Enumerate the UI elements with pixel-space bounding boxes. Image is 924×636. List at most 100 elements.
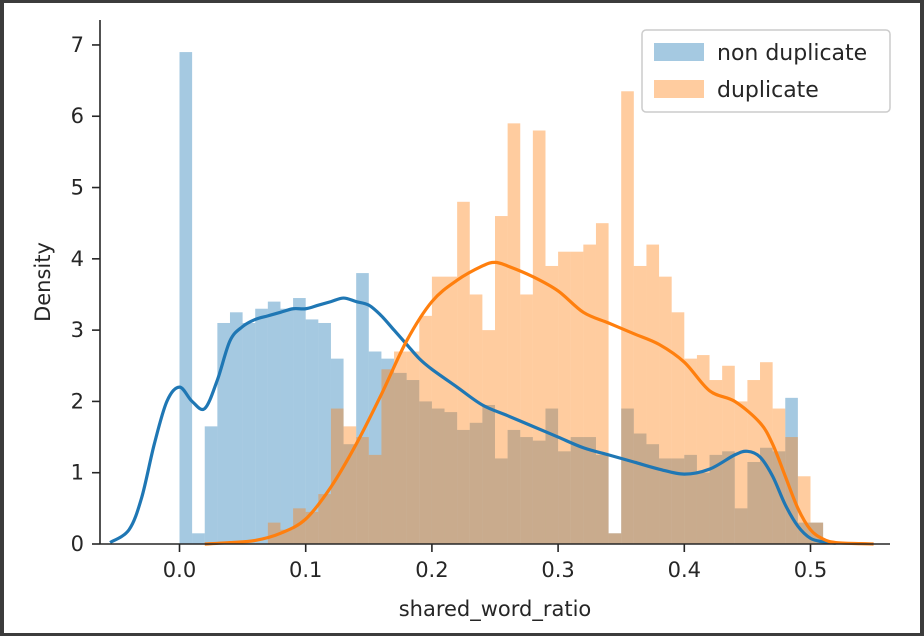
bar-duplicate xyxy=(532,130,546,544)
bar-non-duplicate xyxy=(406,380,420,544)
bar-duplicate xyxy=(444,276,458,544)
bar-non-duplicate xyxy=(608,533,622,544)
bar-non-duplicate xyxy=(457,429,470,544)
y-tick-label: 3 xyxy=(71,318,84,342)
bar-duplicate xyxy=(507,123,521,545)
kde-line-duplicate xyxy=(204,260,874,546)
legend-swatch-duplicate xyxy=(654,80,704,98)
y-tick-label: 6 xyxy=(71,104,84,128)
bar-duplicate xyxy=(709,380,723,544)
bar-duplicate xyxy=(545,265,559,544)
bar-non-duplicate xyxy=(255,308,268,544)
bar-duplicate xyxy=(633,265,647,544)
kde-line-non-duplicate xyxy=(109,296,836,545)
y-tick-label: 7 xyxy=(71,33,84,57)
bar-non-duplicate xyxy=(192,533,205,544)
bar-duplicate xyxy=(772,408,786,544)
y-tick-label: 4 xyxy=(71,247,84,271)
bar-duplicate xyxy=(646,244,660,544)
bar-non-duplicate xyxy=(267,301,281,544)
bar-non-duplicate xyxy=(532,440,546,544)
bar-duplicate xyxy=(469,294,483,544)
bar-non-duplicate xyxy=(507,429,521,544)
bar-non-duplicate xyxy=(621,408,634,544)
x-tick-label: 0.2 xyxy=(415,558,448,582)
bar-duplicate xyxy=(659,276,672,544)
bar-duplicate xyxy=(431,276,445,544)
bar-duplicate xyxy=(381,369,395,544)
bar-duplicate xyxy=(368,454,382,544)
bar-duplicate xyxy=(747,380,761,544)
bar-duplicate xyxy=(608,533,622,544)
legend-label-non-duplicate: non duplicate xyxy=(717,41,867,66)
bar-non-duplicate xyxy=(179,52,193,544)
bar-non-duplicate xyxy=(242,322,256,544)
bar-duplicate xyxy=(684,358,697,544)
bar-non-duplicate xyxy=(343,444,357,544)
bar-duplicate xyxy=(621,91,634,544)
bar-non-duplicate xyxy=(431,408,445,544)
bar-non-duplicate xyxy=(545,408,559,544)
bar-non-duplicate xyxy=(583,437,596,544)
bar-duplicate xyxy=(671,312,685,544)
bar-duplicate xyxy=(520,294,533,544)
bar-non-duplicate xyxy=(709,454,723,544)
bar-duplicate xyxy=(267,522,281,544)
bar-duplicate xyxy=(457,201,470,545)
bar-non-duplicate xyxy=(595,454,609,544)
bar-non-duplicate xyxy=(469,422,483,544)
bar-duplicate xyxy=(406,351,420,544)
bar-duplicate xyxy=(495,216,508,545)
bar-duplicate xyxy=(734,401,748,544)
bar-non-duplicate xyxy=(419,401,432,544)
bar-non-duplicate xyxy=(330,358,344,544)
bar-duplicate xyxy=(318,494,331,544)
bar-non-duplicate xyxy=(671,458,685,544)
bar-duplicate xyxy=(305,511,319,544)
bar-duplicate xyxy=(696,355,710,544)
y-tick-label: 0 xyxy=(71,532,84,556)
bar-non-duplicate xyxy=(659,458,672,544)
bar-non-duplicate xyxy=(229,312,243,544)
y-tick-label: 2 xyxy=(71,389,84,413)
bar-duplicate xyxy=(595,223,609,544)
y-tick-label: 1 xyxy=(71,461,84,485)
bar-non-duplicate xyxy=(558,451,571,544)
bar-non-duplicate xyxy=(722,451,735,544)
bar-non-duplicate xyxy=(381,358,395,544)
bar-duplicate xyxy=(583,244,596,544)
x-tick-label: 0.0 xyxy=(163,558,196,582)
bar-duplicate xyxy=(760,362,773,544)
bar-duplicate xyxy=(356,437,369,544)
x-axis-label: shared_word_ratio xyxy=(399,597,592,622)
bar-duplicate xyxy=(419,315,432,544)
bar-non-duplicate xyxy=(204,426,218,544)
bar-non-duplicate xyxy=(356,273,369,544)
bar-non-duplicate xyxy=(570,437,584,544)
bar-duplicate xyxy=(482,330,495,544)
kde-layer xyxy=(109,260,874,546)
bar-non-duplicate xyxy=(772,451,786,544)
bar-non-duplicate xyxy=(217,322,230,544)
legend-box xyxy=(641,29,891,113)
bar-duplicate xyxy=(558,251,571,544)
bar-non-duplicate xyxy=(318,322,331,544)
bar-duplicate xyxy=(722,365,735,544)
bar-non-duplicate xyxy=(684,454,697,544)
bar-non-duplicate xyxy=(747,462,761,544)
axes-layer: 0.0 0.1 0.2 0.3 0.4 0.5 0 1 2 3 4 5 6 7 xyxy=(71,20,890,582)
bar-non-duplicate xyxy=(444,412,458,544)
y-axis-label: Density xyxy=(31,242,55,322)
bar-non-duplicate xyxy=(482,404,495,544)
bar-non-duplicate xyxy=(696,472,710,544)
x-tick-label: 0.5 xyxy=(794,558,827,582)
bar-non-duplicate xyxy=(293,298,306,544)
bar-duplicate xyxy=(293,508,306,544)
bar-duplicate xyxy=(343,426,357,544)
bar-non-duplicate xyxy=(734,508,748,544)
bar-non-duplicate xyxy=(633,433,647,544)
legend: non duplicate duplicate xyxy=(641,29,891,113)
bar-duplicate xyxy=(570,251,584,544)
x-tick-label: 0.1 xyxy=(289,558,322,582)
